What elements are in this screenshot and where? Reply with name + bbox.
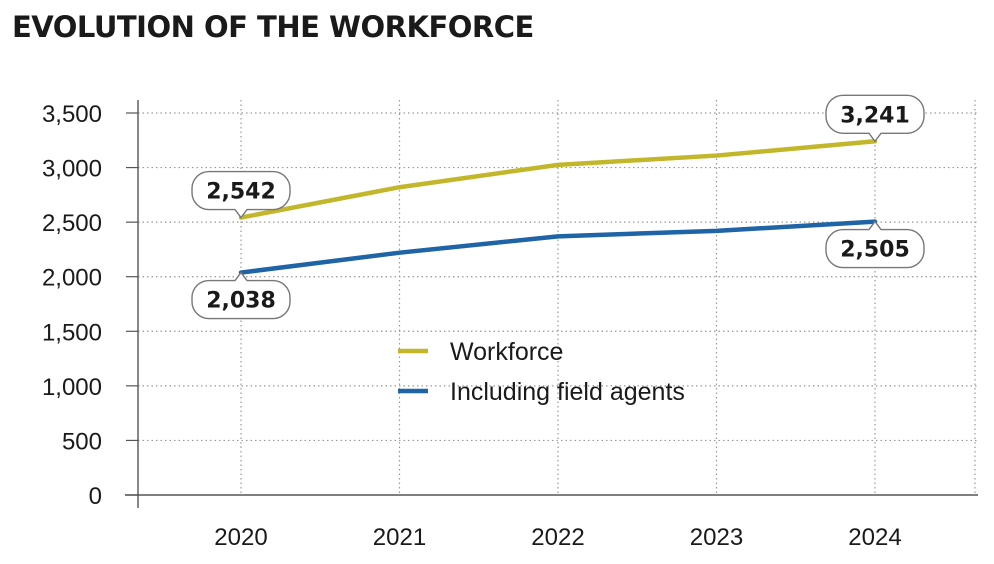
callout-bubble: [191, 170, 291, 219]
y-tick-label: 1,000: [42, 374, 102, 401]
callout-2,038: 2,038: [191, 271, 291, 320]
y-tick-label: 2,500: [42, 210, 102, 237]
callout-value: 3,241: [840, 103, 910, 128]
gridlines: [138, 100, 978, 495]
callout-value: 2,505: [840, 238, 910, 263]
callout-bubble: [191, 271, 291, 320]
callout-3,241: 3,241: [825, 94, 925, 143]
x-tick-label: 2022: [531, 524, 584, 551]
axes: [125, 100, 978, 508]
legend-label: Workforce: [450, 338, 563, 366]
chart-title: EVOLUTION OF THE WORKFORCE: [12, 10, 534, 44]
legend: Workforce Including field agents: [398, 338, 685, 406]
x-tick-label: 2023: [690, 524, 743, 551]
y-tick-label: 0: [89, 483, 102, 510]
x-tick-label: 2021: [373, 524, 426, 551]
series-lines: [238, 139, 878, 275]
y-tick-label: 500: [62, 428, 102, 455]
callout-bubble: [825, 94, 925, 143]
callout-bubble: [825, 220, 925, 269]
x-axis-ticks: 2020 2021 2022 2023 2024: [214, 524, 901, 551]
y-tick-label: 3,500: [42, 101, 102, 128]
y-tick-label: 3,000: [42, 156, 102, 183]
y-axis-ticks: 0 500 1,000 1,500 2,000 2,500 3,000 3,500: [42, 101, 102, 510]
y-tick-label: 1,500: [42, 319, 102, 346]
callout-2,542: 2,542: [191, 170, 291, 219]
callout-value: 2,038: [206, 289, 276, 314]
data-callouts: 2,542 3,241 2,038 2,505: [191, 94, 925, 320]
series-line-1: [238, 219, 878, 275]
series-line-0: [238, 139, 878, 220]
callout-value: 2,542: [206, 180, 276, 205]
callout-2,505: 2,505: [825, 220, 925, 269]
x-tick-label: 2024: [848, 524, 901, 551]
y-tick-label: 2,000: [42, 265, 102, 292]
x-tick-label: 2020: [214, 524, 267, 551]
legend-label: Including field agents: [450, 378, 685, 406]
